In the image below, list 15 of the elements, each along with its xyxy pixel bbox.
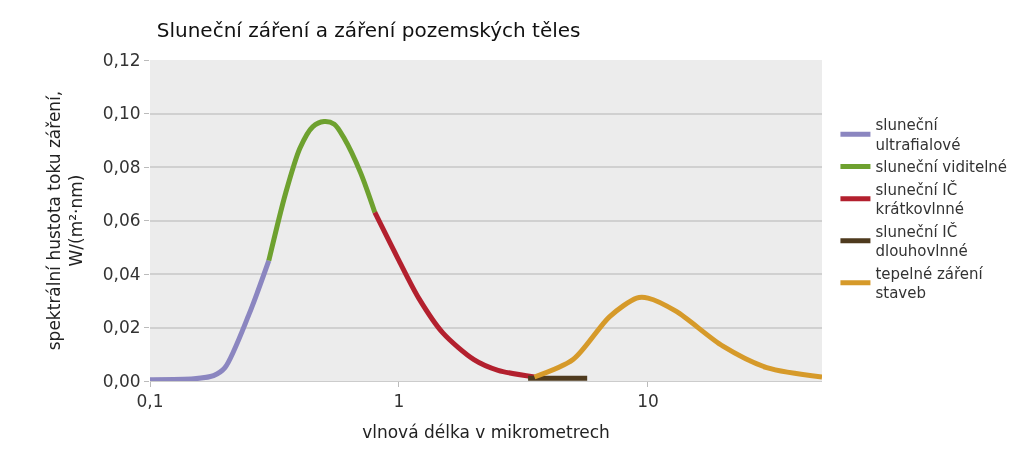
y-tick-label: 0,02 <box>102 317 141 338</box>
x-tick-label: 10 <box>637 391 659 412</box>
legend-label: sluneční viditelné <box>875 158 1008 177</box>
chart-title: Sluneční záření a záření pozemských těles <box>156 18 581 43</box>
y-tick-label: 0,04 <box>102 263 141 284</box>
x-tick-label: 0,1 <box>136 391 164 412</box>
y-tick-label: 0,06 <box>102 210 141 231</box>
legend-label: tepelné záření staveb <box>875 264 984 303</box>
y-tick-label: 0,08 <box>102 156 141 177</box>
y-axis-title: spektrální hustota toku záření, W/(m²·nm) <box>44 90 87 351</box>
y-tick-label: 0,12 <box>102 49 141 70</box>
y-tick-label: 0,00 <box>102 370 141 391</box>
y-tick-label: 0,10 <box>102 103 141 124</box>
x-tick-label: 1 <box>393 391 405 412</box>
x-axis-title: vlnová délka v mikrometrech <box>362 421 610 442</box>
